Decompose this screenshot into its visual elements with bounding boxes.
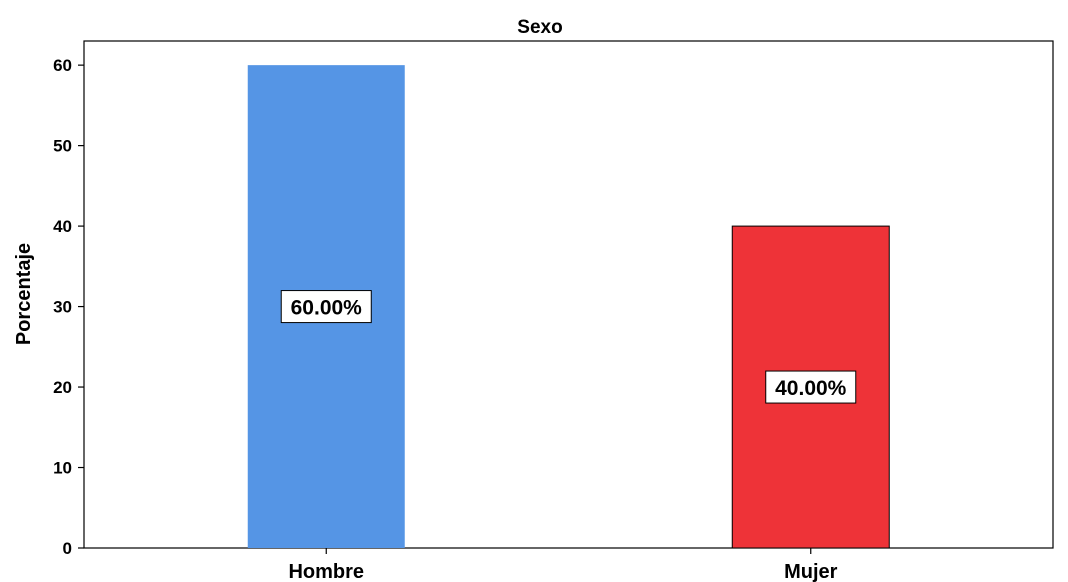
- data-label: 60.00%: [291, 297, 363, 320]
- plot-border: [83, 40, 1054, 549]
- y-axis-ticks: 0 10 20 30 40 50 60: [53, 56, 84, 558]
- x-tick-label-hombre: Hombre: [288, 561, 364, 582]
- y-tick-label: 60: [53, 56, 72, 75]
- plot-frame: [83, 40, 1054, 549]
- data-label-box: [765, 370, 857, 404]
- y-tick-label: 40: [53, 217, 72, 236]
- x-axis-ticks: Hombre Mujer: [288, 548, 838, 582]
- data-label-box: [280, 290, 372, 324]
- x-tick-label-mujer: Mujer: [784, 561, 838, 582]
- data-label: 40.00%: [775, 377, 847, 400]
- y-tick-label: 10: [53, 459, 72, 478]
- data-labels-group: 60.00% 40.00%: [280, 290, 857, 404]
- y-tick-label: 30: [53, 298, 72, 317]
- chart-title: Sexo: [517, 17, 562, 38]
- y-axis-label: Porcentaje: [13, 243, 35, 345]
- y-tick-label: 0: [63, 539, 72, 558]
- y-tick-label: 50: [53, 137, 72, 156]
- y-tick-label: 20: [53, 378, 72, 397]
